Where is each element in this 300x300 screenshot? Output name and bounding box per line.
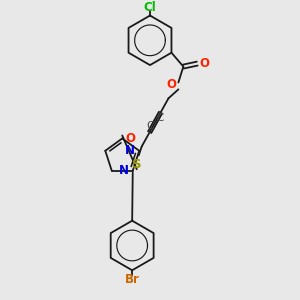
Text: N: N [119, 164, 129, 177]
Text: C: C [156, 113, 164, 123]
Text: O: O [199, 57, 209, 70]
Text: S: S [132, 158, 142, 171]
Text: O: O [167, 78, 176, 91]
Text: Br: Br [125, 273, 140, 286]
Text: O: O [125, 132, 135, 145]
Text: Cl: Cl [144, 1, 156, 14]
Text: C: C [146, 121, 154, 131]
Text: N: N [125, 144, 135, 157]
